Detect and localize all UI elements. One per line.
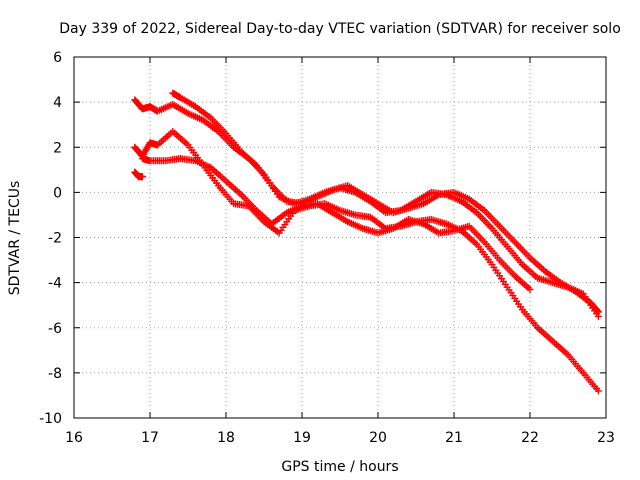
y-tick-label: -6 <box>48 321 62 337</box>
y-tick-label: -2 <box>48 231 62 247</box>
axis-ticks: 16 17 18 19 20 21 22 23 -10 -8 -6 -4 -2 0 2 4 6 <box>39 50 615 446</box>
x-tick-label: 21 <box>445 430 463 446</box>
y-tick-label: 2 <box>53 140 62 156</box>
x-tick-label: 18 <box>217 430 235 446</box>
data-point <box>526 285 534 293</box>
y-tick-label: 0 <box>53 185 62 201</box>
y-tick-label: 6 <box>53 50 62 66</box>
y-tick-label: -10 <box>39 411 62 427</box>
y-tick-label: 4 <box>53 95 62 111</box>
y-tick-label: -4 <box>48 276 62 292</box>
chart-title: Day 339 of 2022, Sidereal Day-to-day VTE… <box>59 21 621 37</box>
x-tick-label: 22 <box>521 430 539 446</box>
x-tick-label: 23 <box>597 430 615 446</box>
grid <box>74 57 606 418</box>
series-track-4 <box>138 155 534 293</box>
y-tick-label: -8 <box>48 366 62 382</box>
y-axis-label: SDTVAR / TECUs <box>7 181 23 296</box>
x-tick-label: 19 <box>293 430 311 446</box>
data-series <box>131 89 602 395</box>
x-tick-label: 17 <box>141 430 159 446</box>
x-tick-label: 20 <box>369 430 387 446</box>
series-track-5 <box>131 168 146 181</box>
x-axis-label: GPS time / hours <box>281 459 398 475</box>
data-point <box>593 307 601 315</box>
x-tick-label: 16 <box>65 430 83 446</box>
data-point <box>594 308 602 316</box>
data-point <box>138 173 146 181</box>
series-track-1 <box>131 96 602 320</box>
data-point <box>594 387 602 395</box>
